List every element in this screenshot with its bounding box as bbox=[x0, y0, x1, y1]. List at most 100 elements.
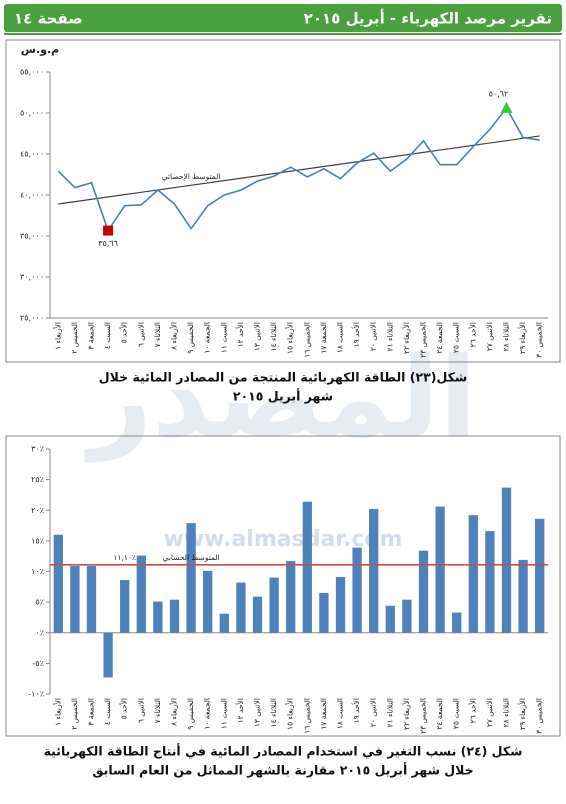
x-tick-label: الاثنين ٢٠ bbox=[369, 322, 378, 351]
x-tick-label: الجمعة ١٠ bbox=[203, 322, 212, 354]
bar bbox=[120, 580, 130, 633]
x-tick-label: الجمعة ١٧ bbox=[319, 322, 328, 354]
x-tick-label: الاثنين ١٣ bbox=[253, 698, 262, 727]
y-tick-label: ٥٥,٠٠٠ bbox=[20, 68, 44, 77]
x-tick-label: الثلاثاء ٢٨ bbox=[502, 698, 511, 727]
x-tick-label: الأحد ٥ bbox=[119, 322, 129, 343]
x-tick-label: الجمعة ٣ bbox=[87, 322, 96, 350]
x-tick-label: الثلاثاء ٢٨ bbox=[502, 322, 511, 351]
unit-label: م.و.س bbox=[21, 43, 59, 56]
bar bbox=[219, 613, 229, 633]
data-line bbox=[57, 106, 540, 233]
x-tick-label: الاثنين ٢٧ bbox=[485, 322, 494, 351]
trend-label: المتوسط الإحصائي bbox=[162, 172, 221, 181]
bar bbox=[418, 550, 429, 633]
y-tick-label: ١٥٪ bbox=[31, 536, 44, 545]
x-tick-label: الاثنين ٦ bbox=[136, 698, 145, 723]
y-tick-label: ٢٥٪ bbox=[31, 475, 44, 484]
x-tick-label: الخميس ٣٠ bbox=[535, 698, 544, 734]
bar bbox=[518, 559, 528, 633]
min-label: ٣٥,٦٦ bbox=[98, 239, 118, 248]
bar bbox=[402, 599, 412, 633]
x-tick-label: السبت ٢٥ bbox=[452, 698, 461, 729]
bar bbox=[186, 523, 196, 633]
bar bbox=[136, 555, 146, 633]
x-tick-label: الاثنين ١٣ bbox=[253, 322, 262, 351]
caption: شهر أبريل ٢٠١٥ bbox=[233, 388, 333, 404]
x-tick-label: السبت ١٨ bbox=[336, 698, 345, 729]
bar bbox=[369, 509, 379, 633]
y-tick-label: ٣٠٪ bbox=[31, 445, 44, 454]
y-tick-label: -١٠٪ bbox=[28, 690, 44, 699]
bar bbox=[435, 506, 445, 633]
x-tick-label: الأحد ٥ bbox=[119, 698, 129, 719]
y-tick-label: ٣٥,٠٠٠ bbox=[20, 232, 44, 241]
x-tick-label: الأربعاء ١٥ bbox=[285, 698, 295, 730]
x-tick-label: الثلاثاء ١٤ bbox=[269, 322, 278, 351]
x-tick-label: الخميس ٣٠ bbox=[535, 322, 544, 358]
x-tick-label: الأربعاء ٢٩ bbox=[517, 698, 527, 730]
x-tick-label: الخميس ٩ bbox=[186, 322, 195, 354]
y-tick-label: ٥٪ bbox=[35, 598, 44, 607]
bar bbox=[302, 501, 312, 633]
page-number: صفحة ١٤ bbox=[14, 10, 83, 28]
bar bbox=[236, 582, 246, 633]
x-tick-label: الأحد ١٢ bbox=[235, 698, 245, 723]
x-tick-label: الثلاثاء ١٤ bbox=[269, 698, 278, 727]
bar bbox=[153, 601, 163, 633]
x-tick-label: الخميس ٢ bbox=[70, 322, 79, 354]
chart-frame bbox=[5, 39, 561, 363]
x-tick-label: الأحد ١٩ bbox=[351, 322, 361, 347]
chart-frame bbox=[5, 435, 561, 737]
average-name: المتوسط الحسابي bbox=[163, 553, 220, 562]
header-title: تقرير مرصد الكهرباء - أبريل ٢٠١٥ bbox=[304, 9, 552, 28]
bar bbox=[452, 612, 462, 633]
x-tick-label: الجمعة ٢٤ bbox=[435, 698, 444, 730]
bar bbox=[252, 596, 263, 633]
x-tick-label: الأربعاء ٨ bbox=[169, 698, 179, 726]
x-tick-label: الأحد ٢٦ bbox=[467, 698, 477, 723]
x-tick-label: الخميس ٢ bbox=[70, 698, 79, 730]
x-tick-label: الأحد ٢٦ bbox=[467, 322, 477, 347]
bar bbox=[286, 561, 296, 633]
x-tick-label: الأربعاء ١ bbox=[52, 698, 62, 726]
bar bbox=[70, 565, 80, 633]
y-tick-label: ٣٠,٠٠٠ bbox=[20, 273, 44, 282]
x-tick-label: الأربعاء ١ bbox=[52, 322, 62, 350]
x-tick-label: الثلاثاء ٧ bbox=[153, 698, 162, 723]
x-tick-label: الخميس ٩ bbox=[186, 698, 195, 730]
x-tick-label: الخميس ٢٣ bbox=[419, 322, 428, 358]
bar bbox=[468, 515, 478, 633]
bar bbox=[169, 599, 180, 633]
x-tick-label: الاثنين ٢٧ bbox=[485, 698, 494, 727]
y-tick-label: ٠٪ bbox=[35, 628, 44, 637]
x-tick-label: السبت ٤ bbox=[103, 322, 112, 349]
x-tick-label: الخميس ١٦ bbox=[302, 698, 311, 734]
x-tick-label: الجمعة ٢٤ bbox=[435, 322, 444, 354]
x-tick-label: السبت ١٨ bbox=[336, 322, 345, 353]
x-tick-label: الاثنين ٢٠ bbox=[369, 698, 378, 727]
bar bbox=[86, 565, 97, 633]
bar bbox=[352, 547, 362, 633]
caption: شكل(٢٣) الطاقة الكهربائية المنتجة من الم… bbox=[99, 370, 467, 385]
x-tick-label: السبت ٢٥ bbox=[452, 322, 461, 353]
max-marker bbox=[500, 101, 513, 113]
x-tick-label: السبت ١١ bbox=[219, 322, 228, 353]
bar bbox=[269, 577, 279, 633]
trend-line bbox=[58, 135, 540, 205]
bar bbox=[203, 570, 213, 633]
x-tick-label: الخميس ١٦ bbox=[302, 322, 311, 358]
min-marker bbox=[103, 225, 114, 236]
x-tick-label: الخميس ٢٣ bbox=[419, 698, 428, 734]
x-tick-label: الثلاثاء ٢١ bbox=[385, 698, 394, 727]
bar bbox=[485, 531, 495, 633]
bar bbox=[535, 518, 545, 633]
bar bbox=[53, 534, 63, 633]
bar bbox=[501, 487, 512, 633]
x-tick-label: الاثنين ٦ bbox=[136, 322, 145, 347]
y-tick-label: ٤٠,٠٠٠ bbox=[20, 191, 44, 200]
y-tick-label: -٥٪ bbox=[33, 659, 44, 668]
bar bbox=[385, 605, 395, 633]
bar bbox=[319, 592, 329, 633]
x-tick-label: الأربعاء ٨ bbox=[169, 322, 179, 350]
